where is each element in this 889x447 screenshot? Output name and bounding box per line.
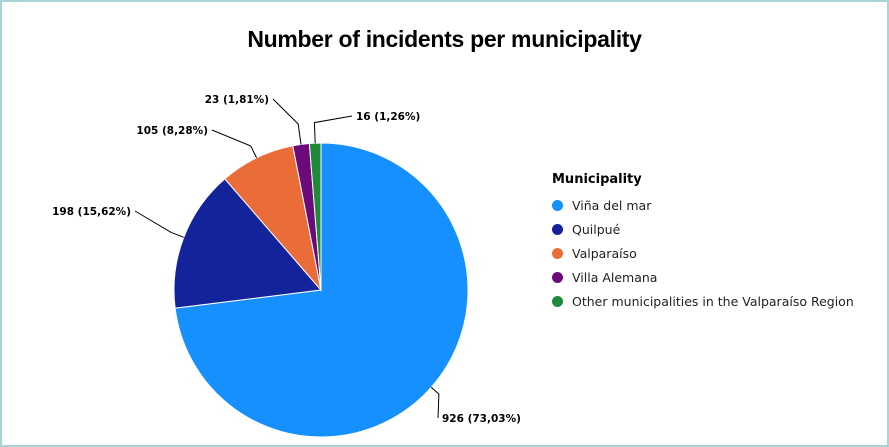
legend-item-4: Villa Alemana xyxy=(552,265,854,289)
pie-slice-2 xyxy=(173,178,322,309)
legend-swatch-3 xyxy=(552,247,563,259)
legend-item-5: Other municipalities in the Valparaíso R… xyxy=(552,289,854,313)
legend-label-5: Other municipalities in the Valparaíso R… xyxy=(572,293,854,309)
leader-line-4 xyxy=(272,98,302,145)
legend-swatch-2 xyxy=(552,223,563,235)
legend-label-1: Viña del mar xyxy=(572,197,652,213)
legend-title: Municipality xyxy=(552,172,642,187)
legend-swatch-4 xyxy=(552,271,563,283)
leader-line-1 xyxy=(430,386,440,419)
legend-label-2: Quilpué xyxy=(572,221,621,237)
leader-line-5 xyxy=(313,115,353,144)
legend: Municipality Viña del mar Quilpué Valparaí… xyxy=(552,172,854,313)
slice-label-2: 198 (15,62%) xyxy=(52,206,131,218)
slice-label-5: 16 (1,26%) xyxy=(356,111,420,123)
legend-item-1: Viña del mar xyxy=(552,193,854,217)
chart-title: Number of incidents per municipality xyxy=(247,26,642,52)
legend-label-3: Valparaíso xyxy=(572,245,637,261)
leader-line-2 xyxy=(134,210,184,238)
leader-line-3 xyxy=(211,129,258,159)
slice-label-3: 105 (8,28%) xyxy=(136,125,208,137)
legend-label-4: Villa Alemana xyxy=(572,269,658,285)
legend-item-3: Valparaíso xyxy=(552,241,854,265)
legend-swatch-1 xyxy=(552,199,563,211)
slice-label-4: 23 (1,81%) xyxy=(205,94,269,106)
legend-item-2: Quilpué xyxy=(552,217,854,241)
pie-slice-5 xyxy=(308,142,322,291)
slice-label-1: 926 (73,03%) xyxy=(442,413,521,425)
legend-swatch-5 xyxy=(552,295,563,307)
